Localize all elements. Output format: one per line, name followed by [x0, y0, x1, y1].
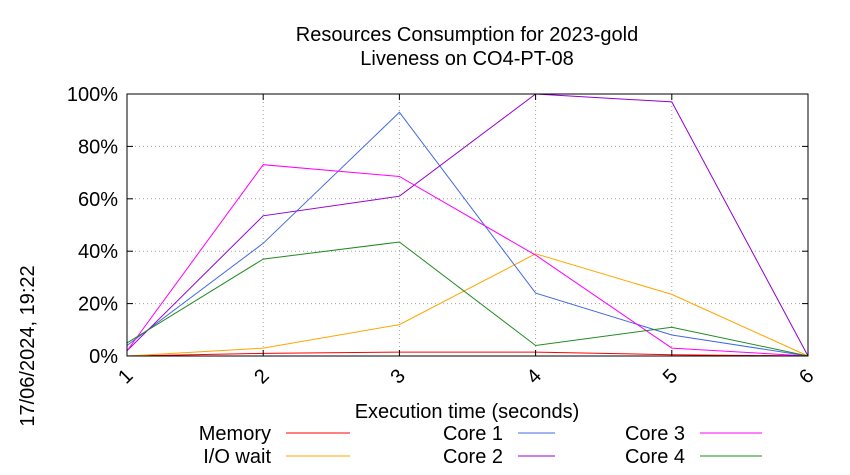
series-layer — [127, 94, 808, 356]
chart-title-line-1: Resources Consumption for 2023-gold — [296, 24, 638, 46]
series-line-core-1 — [127, 112, 808, 356]
plot-frame — [127, 94, 808, 356]
x-axis-label: Execution time (seconds) — [355, 401, 580, 423]
y-tick-label: 20% — [78, 294, 118, 316]
y-tick-label: 80% — [78, 136, 118, 158]
legend-label-memory: Memory — [199, 423, 271, 445]
y-tick-label: 40% — [78, 241, 118, 263]
x-axis-ticks: 1 2 3 4 5 6 — [114, 94, 818, 388]
series-line-memory — [127, 352, 808, 356]
series-line-core-4 — [127, 242, 808, 356]
x-tick-label: 3 — [386, 365, 409, 388]
timestamp-label: 17/06/2024, 19:22 — [17, 265, 39, 426]
x-tick-label: 2 — [250, 365, 273, 388]
chart-title-line-2: Liveness on CO4-PT-08 — [360, 48, 573, 70]
y-tick-label: 0% — [89, 346, 118, 368]
legend-label-core-3: Core 3 — [625, 423, 685, 445]
x-tick-label: 6 — [795, 365, 818, 388]
x-tick-label: 4 — [523, 365, 546, 388]
legend-label-core-1: Core 1 — [443, 423, 503, 445]
grid-lines — [127, 94, 808, 356]
y-axis-ticks: 0% 20% 40% 60% 80% 100% — [67, 84, 808, 368]
series-line-core-2 — [127, 94, 808, 356]
series-line-core-3 — [127, 165, 808, 356]
legend-label-i-o-wait: I/O wait — [203, 446, 271, 468]
legend-label-core-4: Core 4 — [625, 446, 685, 468]
y-tick-label: 100% — [67, 84, 118, 106]
legend-label-core-2: Core 2 — [443, 446, 503, 468]
x-tick-label: 5 — [659, 365, 682, 388]
x-tick-label: 1 — [114, 365, 137, 388]
y-tick-label: 60% — [78, 189, 118, 211]
